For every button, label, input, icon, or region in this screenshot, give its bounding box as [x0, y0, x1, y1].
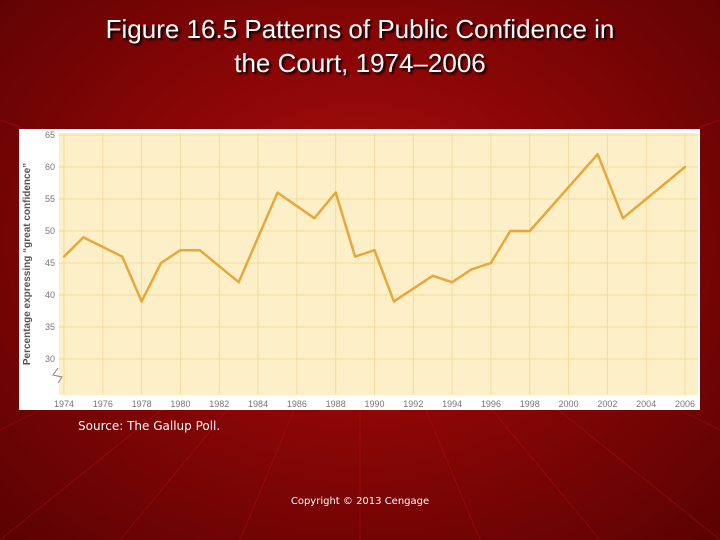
data-point [431, 274, 434, 277]
data-point [179, 249, 182, 252]
x-tick-label: 1998 [520, 399, 540, 409]
data-point [276, 191, 279, 194]
y-tick-labels: 30 35 40 45 50 55 60 65 [45, 130, 55, 364]
y-tick-label: 35 [45, 322, 55, 332]
x-tick-label: 1986 [287, 399, 307, 409]
y-tick-label: 60 [45, 162, 55, 172]
data-point [528, 229, 531, 233]
source-note: Source: The Gallup Poll. [78, 419, 221, 433]
y-tick-label: 40 [45, 290, 55, 300]
x-tick-label: 2002 [597, 399, 617, 409]
x-tick-label: 1996 [481, 399, 501, 409]
y-tick-label: 55 [45, 194, 55, 204]
data-point [82, 236, 85, 239]
data-point [596, 153, 599, 156]
data-point [334, 191, 337, 194]
chart-panel: 30 35 40 45 50 55 60 65 1974 1976 1978 1980 1982 198… [19, 129, 700, 410]
gridlines [58, 133, 698, 395]
line-chart: 30 35 40 45 50 55 60 65 1974 1976 1978 1980 1982 198… [22, 130, 698, 409]
data-point [392, 300, 396, 303]
data-point [621, 217, 625, 220]
data-point [237, 281, 240, 284]
x-tick-label: 2004 [636, 399, 656, 409]
data-point [373, 249, 376, 252]
data-point [198, 249, 202, 252]
data-point [62, 255, 66, 258]
x-tick-label: 1988 [326, 399, 346, 409]
copyright-note: Copyright © 2013 Cengage [290, 496, 430, 507]
data-point [313, 217, 316, 220]
slide-title-line-1: Figure 16.5 Patterns of Public Confidenc… [105, 14, 615, 44]
data-point [450, 281, 454, 284]
data-point [509, 229, 512, 233]
x-tick-label: 1978 [132, 399, 152, 409]
x-tick-label: 2006 [675, 399, 695, 409]
y-tick-label: 65 [45, 130, 55, 140]
y-tick-label: 50 [45, 226, 55, 236]
x-tick-label: 1990 [364, 399, 384, 409]
x-tick-label: 1980 [170, 399, 190, 409]
data-point [470, 268, 473, 271]
slide-title-line-2: the Court, 1974–2006 [234, 48, 486, 78]
data-point [489, 261, 493, 265]
x-tick-label: 2000 [559, 399, 579, 409]
data-point [353, 255, 357, 258]
x-tick-label: 1982 [209, 399, 229, 409]
y-axis-break [52, 367, 63, 384]
x-tick-label: 1974 [54, 399, 74, 409]
slide-title: Figure 16.5 Patterns of Public Confidenc… [0, 12, 720, 80]
x-tick-label: 1992 [403, 399, 423, 409]
x-tick-label: 1984 [248, 399, 268, 409]
x-tick-labels: 1974 1976 1978 1980 1982 1984 1986 1988 1990 1992… [54, 399, 695, 409]
x-tick-label: 1976 [93, 399, 113, 409]
data-point [159, 261, 163, 265]
data-point [121, 255, 124, 258]
y-axis-label: Percentage expressing “great confidence” [22, 163, 33, 365]
x-tick-label: 1994 [442, 399, 462, 409]
data-point [140, 300, 143, 303]
y-tick-label: 30 [45, 354, 55, 364]
data-point [683, 165, 687, 169]
y-tick-label: 45 [45, 258, 55, 268]
